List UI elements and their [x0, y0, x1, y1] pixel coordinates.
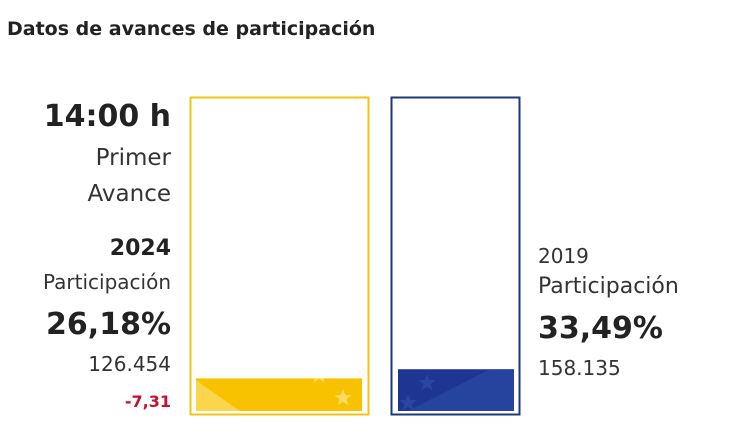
difference-value: -7,31: [124, 392, 171, 411]
avance-label-line1: Primer: [95, 145, 171, 171]
participation-2019-percent: 33,49%: [538, 311, 663, 346]
bar-2019-star-3: [418, 374, 436, 391]
bar-2024-star-2: [313, 378, 325, 383]
bar-2024-star-1: [301, 333, 318, 349]
bar-2024: [196, 333, 362, 411]
time-label: 14:00 h: [43, 99, 171, 134]
votes-2019: 158.135: [538, 356, 621, 380]
votes-2024: 126.454: [88, 352, 171, 376]
participation-2024-label: Participación: [42, 270, 171, 294]
year-2024-label: 2024: [109, 236, 171, 261]
year-2019-label: 2019: [538, 244, 589, 268]
bar-2019-outline: [390, 96, 521, 416]
bar-2019-star-4: [399, 394, 417, 411]
page-title: Datos de avances de participación: [7, 18, 376, 40]
bar-2024-outline: [189, 96, 370, 416]
avance-label-line2: Avance: [87, 181, 171, 207]
bar-2019-star-2: [425, 345, 442, 361]
bar-2024-star-3: [334, 389, 352, 406]
bar-2024-accent: [196, 380, 240, 411]
bar-2019-star-1: [421, 313, 438, 329]
bar-2019-accent: [408, 369, 514, 411]
participation-2024-percent: 26,18%: [46, 307, 171, 342]
participation-2019-label: Participación: [538, 274, 679, 299]
bar-2019: [398, 313, 514, 411]
